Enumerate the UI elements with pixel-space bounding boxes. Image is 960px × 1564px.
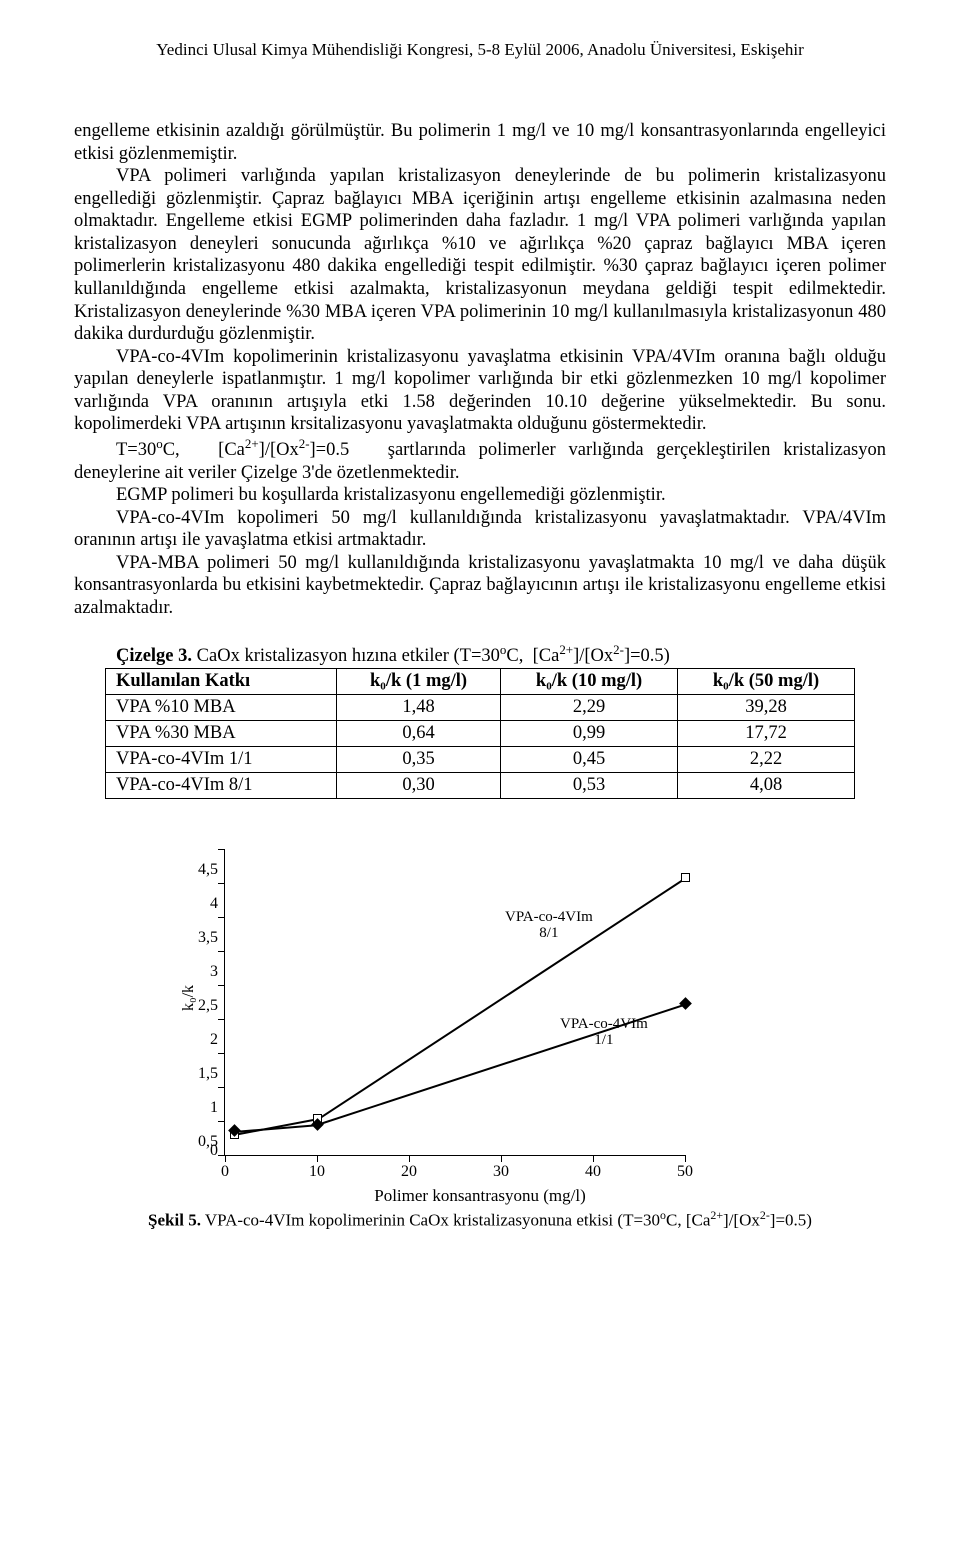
table-cell: 39,28 <box>678 694 855 720</box>
body-text: engelleme etkisinin azaldığı görülmüştür… <box>74 120 886 620</box>
table-cell: VPA-co-4VIm 8/1 <box>106 772 337 798</box>
table-header-row: Kullanılan Katkı k₀/k (1 mg/l) k₀/k (10 … <box>106 668 855 694</box>
table-row: VPA %10 MBA 1,48 2,29 39,28 <box>106 694 855 720</box>
chart-x-axis-label: Polimer konsantrasyonu (mg/l) <box>74 1186 886 1206</box>
chart-plot-area: 01020304050VPA-co-4VIm8/1VPA-co-4VIm1/1 <box>224 849 685 1156</box>
table-header: k₀/k (50 mg/l) <box>678 668 855 694</box>
table-cell: 17,72 <box>678 720 855 746</box>
chart-y-tick-labels: 4,543,532,521,510,50 <box>198 853 224 1151</box>
table-cell: 0,99 <box>501 720 678 746</box>
table-cell: 1,48 <box>337 694 501 720</box>
page-header: Yedinci Ulusal Kimya Mühendisliği Kongre… <box>74 40 886 60</box>
line-chart: k₀/k 4,543,532,521,510,50 01020304050VPA… <box>180 849 780 1156</box>
table-cell: VPA %30 MBA <box>106 720 337 746</box>
table-cell: 0,35 <box>337 746 501 772</box>
data-table: Kullanılan Katkı k₀/k (1 mg/l) k₀/k (10 … <box>105 668 855 799</box>
table-cell: 4,08 <box>678 772 855 798</box>
chart-y-axis-label: k₀/k <box>180 993 198 1011</box>
table-caption: Çizelge 3. CaOx kristalizasyon hızına et… <box>74 642 886 667</box>
paragraph-3: VPA-co-4VIm kopolimerinin kristalizasyon… <box>74 346 886 436</box>
paragraph-6: VPA-co-4VIm kopolimeri 50 mg/l kullanıld… <box>74 507 886 552</box>
paragraph-7: VPA-MBA polimeri 50 mg/l kullanıldığında… <box>74 552 886 620</box>
paragraph-4: T=30oC, [Ca2+]/[Ox2-]=0.5 şartlarında po… <box>74 436 886 484</box>
table-row: VPA-co-4VIm 1/1 0,35 0,45 2,22 <box>106 746 855 772</box>
table-cell: 2,22 <box>678 746 855 772</box>
table-header: k₀/k (10 mg/l) <box>501 668 678 694</box>
table-cell: 2,29 <box>501 694 678 720</box>
table-header: Kullanılan Katkı <box>106 668 337 694</box>
table-cell: 0,30 <box>337 772 501 798</box>
table-cell: VPA %10 MBA <box>106 694 337 720</box>
table-header: k₀/k (1 mg/l) <box>337 668 501 694</box>
paragraph-2: VPA polimeri varlığında yapılan kristali… <box>74 165 886 346</box>
table-cell: VPA-co-4VIm 1/1 <box>106 746 337 772</box>
table-cell: 0,53 <box>501 772 678 798</box>
table-cell: 0,45 <box>501 746 678 772</box>
figure-caption: Şekil 5. VPA-co-4VIm kopolimerinin CaOx … <box>74 1208 886 1231</box>
table-row: VPA-co-4VIm 8/1 0,30 0,53 4,08 <box>106 772 855 798</box>
paragraph-5: EGMP polimeri bu koşullarda kristalizasy… <box>74 484 886 507</box>
paragraph-1: engelleme etkisinin azaldığı görülmüştür… <box>74 120 886 165</box>
table-row: VPA %30 MBA 0,64 0,99 17,72 <box>106 720 855 746</box>
table-cell: 0,64 <box>337 720 501 746</box>
